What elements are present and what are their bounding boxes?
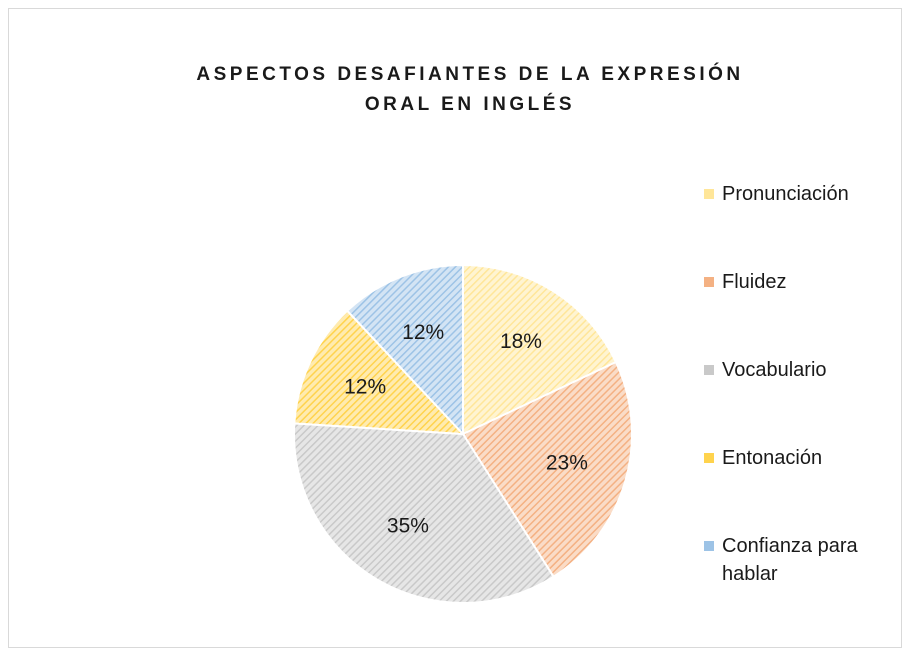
- legend-swatch: [704, 453, 714, 463]
- legend-label: Vocabulario: [722, 359, 827, 381]
- legend-swatch: [704, 541, 714, 551]
- data-label: 23%: [546, 452, 588, 475]
- legend-item: Fluidez: [704, 268, 892, 296]
- legend-item: Confianza para hablar: [704, 532, 892, 588]
- legend-label: Entonación: [722, 447, 823, 469]
- data-label: 35%: [387, 515, 429, 538]
- data-label: 12%: [402, 321, 444, 344]
- legend-label: Confianza para hablar: [722, 535, 858, 585]
- data-label: 12%: [344, 375, 386, 398]
- pie-slice: [461, 360, 633, 579]
- pie-slice: [345, 263, 464, 437]
- legend-swatch: [704, 277, 714, 287]
- data-label: 18%: [500, 330, 542, 353]
- pie-slice: [293, 309, 466, 436]
- legend-label: Pronunciación: [722, 183, 849, 205]
- legend-item: Vocabulario: [704, 356, 892, 384]
- legend-swatch: [704, 365, 714, 375]
- legend-item: Pronunciación: [704, 180, 892, 208]
- chart-frame: [8, 8, 902, 648]
- chart-title: ASPECTOS DESAFIANTES DE LA EXPRESIÓN ORA…: [196, 64, 744, 115]
- legend-item: Entonación: [704, 444, 892, 472]
- pie-slice: [292, 422, 555, 604]
- legend-label: Fluidez: [722, 271, 787, 293]
- legend-swatch: [704, 189, 714, 199]
- pie-slice: [462, 263, 618, 436]
